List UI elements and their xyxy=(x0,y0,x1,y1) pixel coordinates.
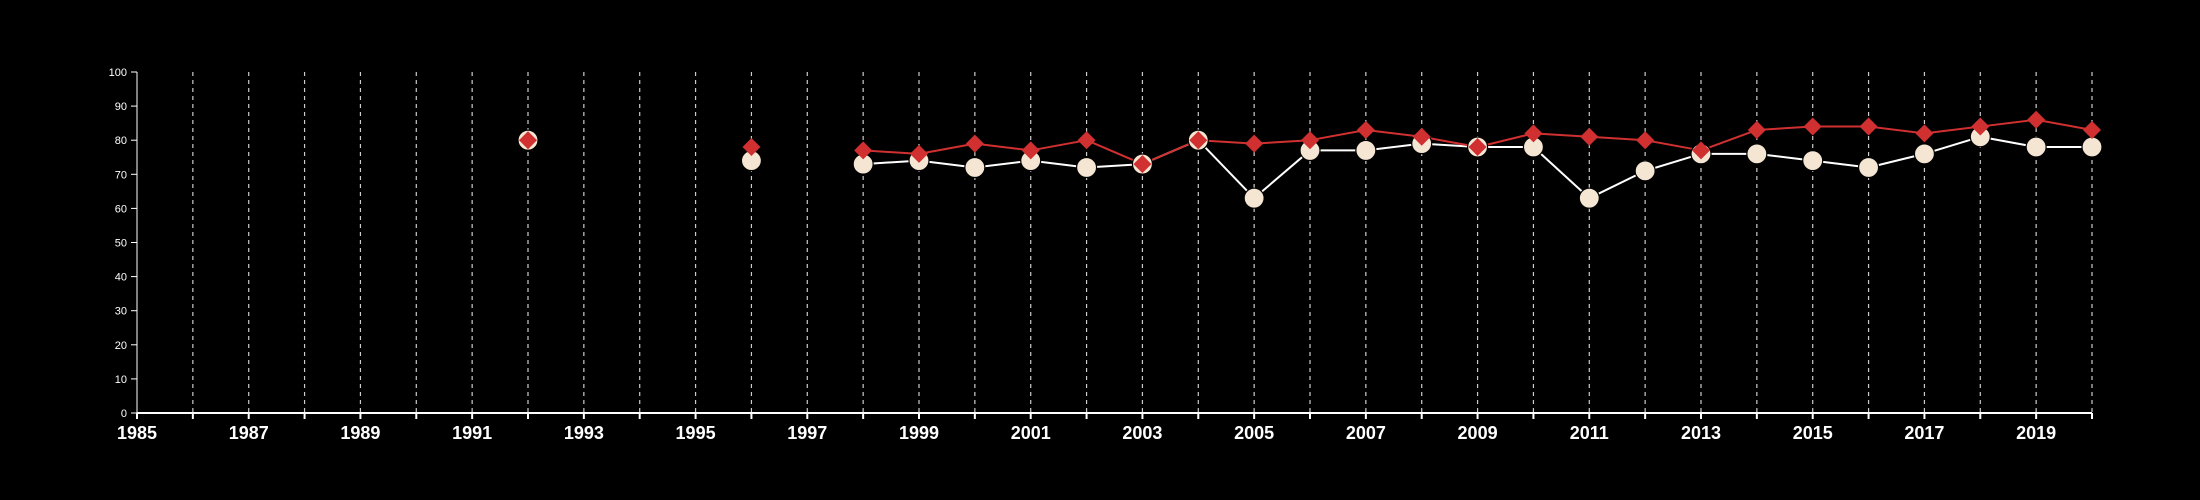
y-tick-label: 0 xyxy=(121,408,127,420)
circle-marker xyxy=(1913,143,1936,165)
circle-marker xyxy=(1243,187,1265,209)
series-line-segment xyxy=(1868,125,1925,135)
series-line-segment xyxy=(1644,139,1702,152)
diamond-marker xyxy=(1580,127,1599,146)
x-tick-label: 2011 xyxy=(1570,423,1609,443)
series-line-segment xyxy=(1532,146,1590,199)
series-layer xyxy=(517,110,2103,209)
y-tick-label: 20 xyxy=(115,340,127,352)
diamond-marker xyxy=(519,131,537,150)
diamond-marker xyxy=(1245,134,1264,153)
diamond-marker xyxy=(1468,138,1487,157)
y-tick-label: 100 xyxy=(109,67,127,79)
diamond-marker xyxy=(965,134,984,153)
circle-marker xyxy=(964,156,986,179)
diamond-marker xyxy=(1356,120,1375,139)
x-tick-label: 2015 xyxy=(1793,423,1833,443)
circle-marker xyxy=(1634,160,1656,182)
y-tick-label: 90 xyxy=(115,101,127,113)
diamond-marker xyxy=(1747,120,1766,139)
y-tick-label: 70 xyxy=(115,169,127,181)
series-line-segment xyxy=(1589,135,1646,142)
series-line-segment xyxy=(1030,139,1087,152)
series-line-segment xyxy=(1365,128,1422,138)
series-line-segment xyxy=(1197,139,1255,199)
series-line-segment xyxy=(974,142,1031,152)
x-tick-label: 2005 xyxy=(1234,423,1274,443)
x-tick-label: 2001 xyxy=(1011,423,1051,443)
diamond-marker xyxy=(742,138,761,157)
diamond-marker xyxy=(1971,117,1990,136)
series-line-segment xyxy=(918,142,976,155)
series-line-segment xyxy=(863,149,920,155)
circle-marker xyxy=(1802,150,1824,172)
x-tick-label: 1995 xyxy=(676,423,716,443)
series-line-segment xyxy=(1756,125,1813,131)
series-line-segment xyxy=(1700,129,1758,152)
diamond-marker xyxy=(1133,155,1152,174)
diamond-marker xyxy=(2027,110,2046,129)
x-tick-label: 1999 xyxy=(899,423,939,443)
series-line-segment xyxy=(1533,132,1590,138)
x-tick-label: 2017 xyxy=(1904,423,1944,443)
circle-marker xyxy=(1355,139,1377,162)
y-tick-label: 50 xyxy=(115,238,127,250)
diamond-marker xyxy=(1524,124,1543,143)
circle-marker xyxy=(1578,187,1600,209)
series-line-segment xyxy=(1254,139,1311,145)
diamond-marker xyxy=(1412,127,1431,146)
series-line-segment xyxy=(1924,125,1981,135)
series-line-segment xyxy=(1980,118,2037,128)
diamond-marker xyxy=(1859,117,1878,136)
y-tick-label: 80 xyxy=(115,135,127,147)
series-line-segment xyxy=(1253,149,1311,199)
y-tick-label: 60 xyxy=(115,203,127,215)
circle-marker xyxy=(2025,136,2047,158)
y-tick-label: 10 xyxy=(115,374,127,386)
x-tick-label: 2019 xyxy=(2016,423,2056,443)
diamond-marker xyxy=(1915,124,1934,143)
diamond-marker xyxy=(1301,131,1319,150)
diamond-marker xyxy=(854,141,873,160)
x-tick-label: 2007 xyxy=(1346,423,1386,443)
x-tick-label: 2009 xyxy=(1458,423,1498,443)
circle-marker xyxy=(1075,156,1098,179)
diamond-marker xyxy=(1077,131,1096,150)
x-tick-label: 1987 xyxy=(229,423,269,443)
diamond-marker xyxy=(910,144,928,163)
x-tick-label: 1997 xyxy=(787,423,827,443)
y-tick-label: 40 xyxy=(115,272,127,284)
x-tick-label: 1989 xyxy=(340,423,380,443)
x-tick-label: 1991 xyxy=(452,423,492,443)
diamond-marker xyxy=(1803,117,1822,136)
series-line-segment xyxy=(2035,118,2093,131)
x-tick-label: 2003 xyxy=(1122,423,1162,443)
diamond-marker xyxy=(1692,141,1710,160)
circle-marker xyxy=(1746,143,1768,165)
x-tick-label: 1985 xyxy=(117,423,157,443)
diamond-marker xyxy=(1189,131,1208,150)
diamond-marker xyxy=(1021,141,1040,160)
x-tick-label: 1993 xyxy=(564,423,604,443)
series-line-segment xyxy=(1309,128,1367,142)
axes: 1985 1987 1989 1991 1993 1995 1997 1999 2001 2003… xyxy=(109,67,2093,443)
y-tick-label: 30 xyxy=(115,306,127,318)
circle-marker xyxy=(2081,136,2103,158)
circle-marker xyxy=(1857,156,1880,179)
x-tick-label: 2013 xyxy=(1681,423,1721,443)
diamond-marker xyxy=(1636,131,1655,150)
diamond-marker xyxy=(2083,120,2101,139)
